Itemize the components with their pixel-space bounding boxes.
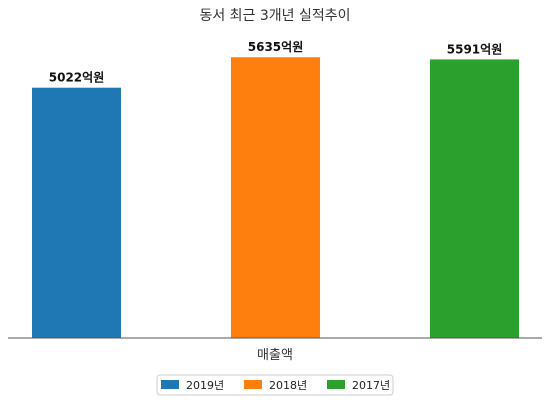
data-label: 5591억원 [447,42,502,56]
chart-title: 동서 최근 3개년 실적추이 [199,8,350,24]
bar-2018년 [231,57,320,338]
legend-label: 2017년 [352,379,390,392]
legend: 2019년 2018년 2017년 [156,374,394,396]
legend-swatch [161,380,179,389]
bar-2017년 [430,59,519,339]
bar-2019년 [32,87,121,338]
bars-group: 5022억원 5635억원 5591억원 [32,40,519,339]
data-label: 5022억원 [49,71,104,85]
legend-swatch [327,380,345,389]
legend-label: 2018년 [269,379,307,392]
x-tick-label: 매출액 [257,348,293,363]
legend-label: 2019년 [186,379,224,392]
data-label: 5635억원 [248,40,303,54]
legend-swatch [244,380,262,389]
